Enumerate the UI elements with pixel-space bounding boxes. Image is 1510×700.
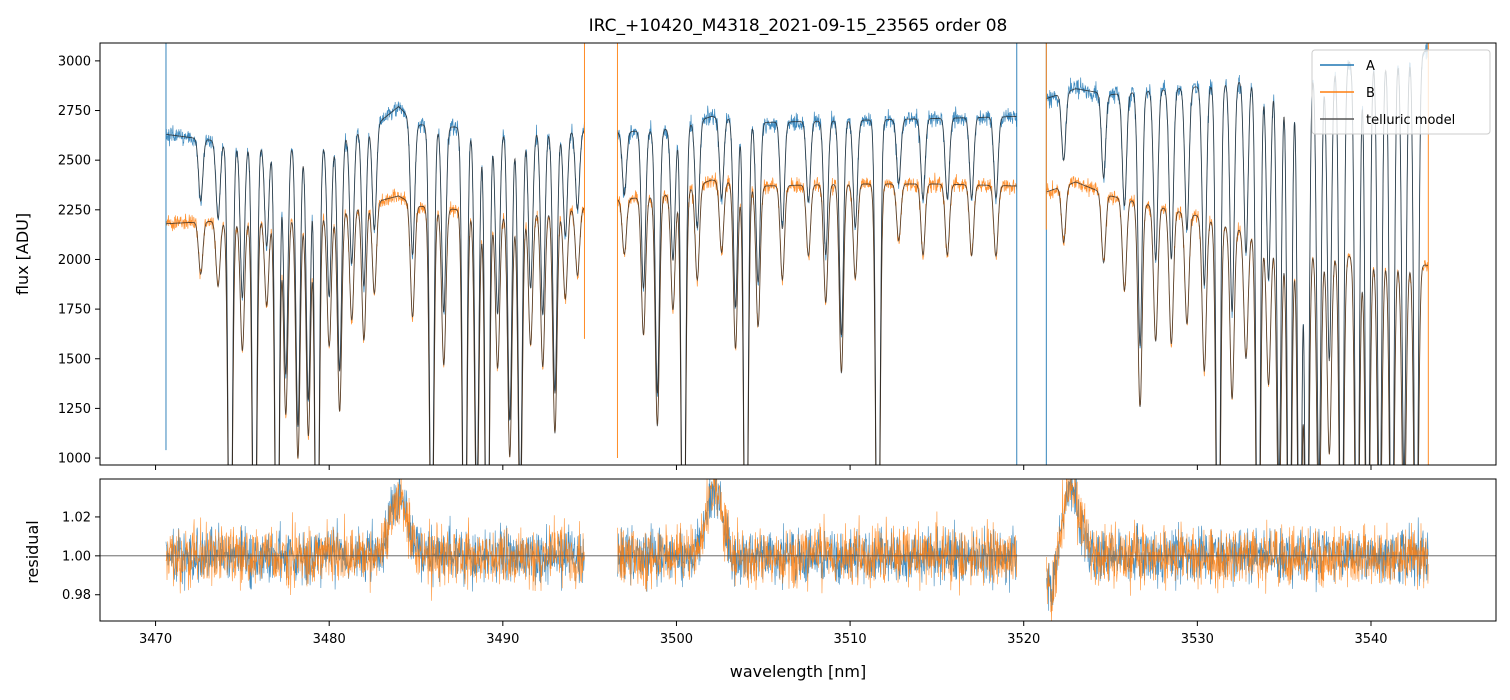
flux-panel-frame: [99, 42, 1497, 466]
y-axis-label-residual: residual: [23, 520, 42, 583]
residual-y-tick-label: 1.00: [62, 549, 91, 564]
flux-y-tick-label: 1500: [58, 352, 91, 367]
residual-plot-area: [100, 479, 1496, 621]
residual-x-tick-label: 3530: [1181, 632, 1214, 647]
residual-x-tick-label: 3510: [834, 632, 867, 647]
spike-lines: [165, 43, 1429, 465]
y-axis-label-flux: flux [ADU]: [13, 213, 32, 295]
flux-y-tick-label: 1000: [58, 452, 91, 467]
residual-x-tick-label: 3490: [486, 632, 519, 647]
residual-panel-frame: [99, 478, 1497, 622]
telluric-model-line-B: [165, 179, 1429, 465]
residual-B-line: [165, 479, 1429, 621]
telluric-model-line-A: [165, 50, 1429, 465]
residual-x-tick-label: 3520: [1007, 632, 1040, 647]
flux-y-tick-label: 2250: [58, 203, 91, 218]
residual-x-tick-label: 3470: [139, 632, 172, 647]
flux-panel-ticks: 1000 1250 1500 1750 2000 2250 2500 2750 3000: [58, 54, 1372, 470]
flux-panel: 1000 1250 1500 1750 2000 2250 2500 2750 3000 flu…: [13, 42, 1497, 470]
residual-x-tick-label: 3540: [1354, 632, 1387, 647]
legend-box: [1311, 49, 1491, 135]
legend: A B telluric model: [1311, 49, 1491, 135]
residual-x-tick-label: 3500: [660, 632, 693, 647]
flux-y-tick-label: 2750: [58, 104, 91, 119]
flux-y-tick-label: 1750: [58, 303, 91, 318]
legend-label-model: telluric model: [1366, 113, 1455, 128]
chart-title: IRC_+10420_M4318_2021-09-15_23565 order …: [589, 16, 1008, 36]
residual-y-tick-label: 1.02: [62, 510, 91, 525]
residual-panel: 0.98 1.00 1.02 3470 3480 3490 3500 3510 3520 3530…: [23, 478, 1497, 681]
legend-label-B: B: [1366, 86, 1375, 101]
legend-label-A: A: [1366, 59, 1375, 74]
residual-panel-ticks: 0.98 1.00 1.02 3470 3480 3490 3500 3510 3520 3530…: [62, 510, 1387, 647]
residual-y-tick-label: 0.98: [62, 588, 91, 603]
flux-y-tick-label: 1250: [58, 402, 91, 417]
flux-y-tick-label: 3000: [58, 54, 91, 69]
flux-y-tick-label: 2500: [58, 154, 91, 169]
flux-y-tick-label: 2000: [58, 253, 91, 268]
x-axis-label: wavelength [nm]: [730, 662, 867, 681]
residual-x-tick-label: 3480: [313, 632, 346, 647]
